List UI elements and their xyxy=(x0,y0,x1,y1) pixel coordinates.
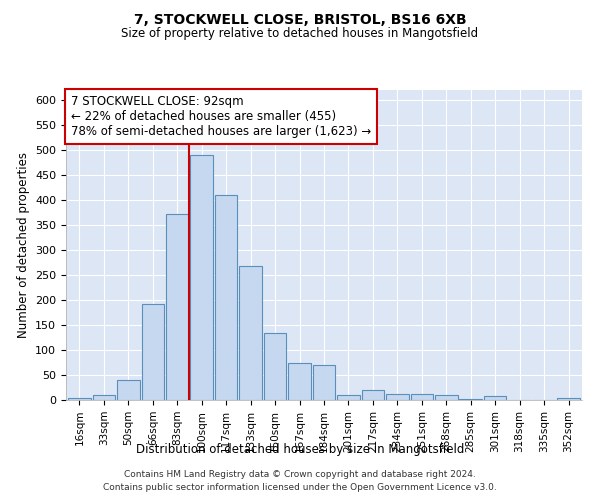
Bar xyxy=(264,332,286,400)
Text: 7 STOCKWELL CLOSE: 92sqm
← 22% of detached houses are smaller (455)
78% of semi-: 7 STOCKWELL CLOSE: 92sqm ← 22% of detach… xyxy=(71,94,371,138)
Bar xyxy=(215,195,238,400)
Bar xyxy=(190,155,213,400)
Text: Size of property relative to detached houses in Mangotsfield: Size of property relative to detached ho… xyxy=(121,28,479,40)
Bar xyxy=(557,398,580,400)
Bar xyxy=(484,396,506,400)
Text: Distribution of detached houses by size in Mangotsfield: Distribution of detached houses by size … xyxy=(136,442,464,456)
Text: 7, STOCKWELL CLOSE, BRISTOL, BS16 6XB: 7, STOCKWELL CLOSE, BRISTOL, BS16 6XB xyxy=(134,12,466,26)
Bar xyxy=(410,394,433,400)
Bar xyxy=(435,395,458,400)
Y-axis label: Number of detached properties: Number of detached properties xyxy=(17,152,29,338)
Bar xyxy=(68,398,91,400)
Bar xyxy=(337,395,360,400)
Text: Contains public sector information licensed under the Open Government Licence v3: Contains public sector information licen… xyxy=(103,482,497,492)
Bar xyxy=(142,304,164,400)
Bar xyxy=(288,362,311,400)
Bar xyxy=(460,399,482,400)
Bar xyxy=(239,266,262,400)
Bar xyxy=(92,394,115,400)
Bar xyxy=(117,380,140,400)
Text: Contains HM Land Registry data © Crown copyright and database right 2024.: Contains HM Land Registry data © Crown c… xyxy=(124,470,476,479)
Bar xyxy=(313,365,335,400)
Bar xyxy=(166,214,188,400)
Bar xyxy=(362,390,384,400)
Bar xyxy=(386,394,409,400)
